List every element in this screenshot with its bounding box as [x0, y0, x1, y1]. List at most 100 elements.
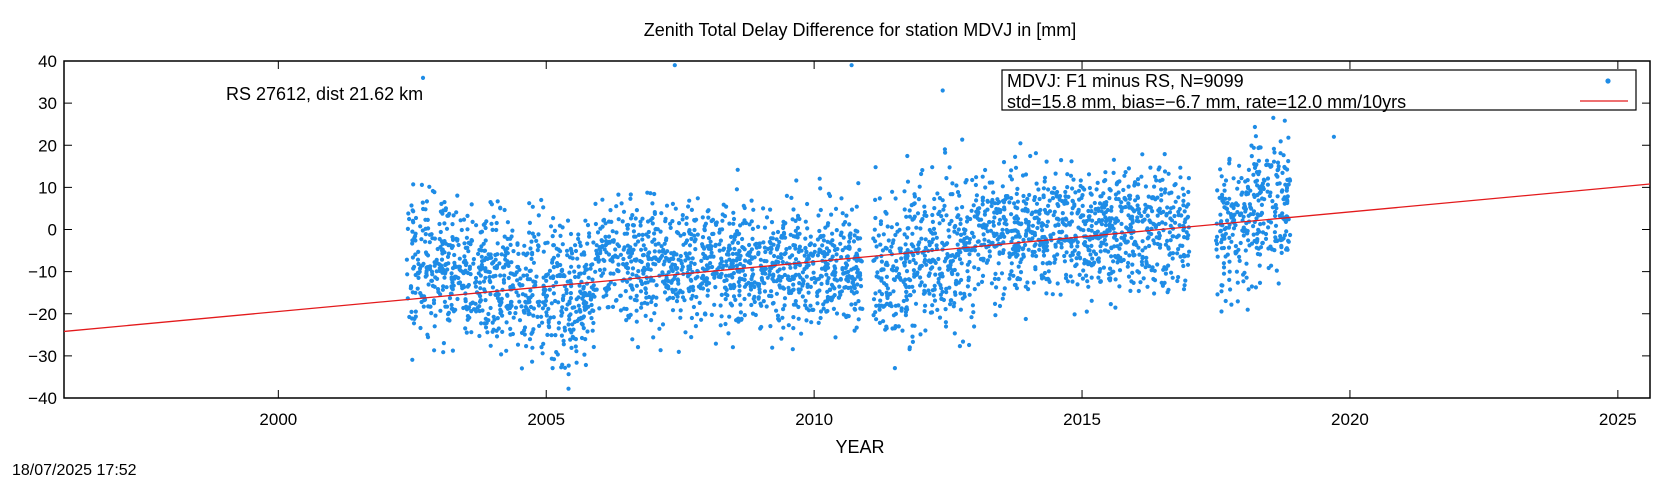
- data-point: [573, 344, 578, 349]
- y-tick-label: 40: [38, 52, 57, 71]
- data-point: [716, 274, 721, 279]
- data-point: [747, 253, 752, 258]
- data-point: [774, 279, 779, 284]
- data-point: [818, 248, 823, 253]
- data-point: [1114, 237, 1119, 243]
- data-point: [453, 307, 458, 312]
- data-point: [577, 317, 582, 322]
- data-point: [580, 296, 585, 301]
- data-point: [664, 276, 669, 281]
- data-point: [1050, 292, 1055, 297]
- data-point: [1066, 194, 1071, 199]
- data-point: [1009, 269, 1014, 274]
- data-point: [937, 315, 943, 320]
- data-point: [1078, 227, 1083, 232]
- data-point: [859, 259, 864, 264]
- data-point: [1140, 262, 1145, 267]
- data-point: [1096, 256, 1101, 261]
- data-point: [1123, 250, 1128, 255]
- data-point: [747, 242, 752, 248]
- data-point: [572, 269, 577, 274]
- data-point: [911, 253, 916, 258]
- data-point: [739, 317, 744, 322]
- data-point: [1239, 176, 1244, 181]
- data-point: [641, 243, 646, 248]
- data-point: [456, 242, 461, 248]
- data-point: [969, 248, 974, 253]
- data-point: [666, 270, 671, 275]
- data-point: [1228, 212, 1234, 217]
- data-point: [442, 275, 447, 280]
- data-point: [884, 283, 889, 288]
- data-point: [1166, 263, 1171, 268]
- data-point: [798, 287, 803, 292]
- data-point: [1272, 150, 1277, 155]
- data-point: [1007, 200, 1012, 205]
- data-point: [441, 350, 446, 355]
- data-point: [832, 243, 837, 249]
- data-point: [447, 296, 453, 301]
- data-point: [447, 211, 452, 216]
- data-point: [531, 313, 536, 318]
- data-point: [689, 315, 695, 321]
- data-point: [646, 229, 651, 235]
- data-point: [1008, 174, 1013, 179]
- data-point: [674, 299, 680, 304]
- data-point: [823, 225, 828, 230]
- data-point: [450, 237, 456, 242]
- data-point: [530, 359, 535, 364]
- data-point: [424, 251, 429, 257]
- data-point: [1040, 228, 1045, 233]
- data-point: [761, 299, 766, 304]
- data-point: [1015, 276, 1021, 281]
- data-point: [1063, 276, 1069, 281]
- data-point: [682, 232, 687, 237]
- data-point: [663, 238, 669, 243]
- data-point: [735, 256, 740, 261]
- data-point: [1165, 205, 1170, 210]
- data-point: [858, 277, 863, 282]
- data-point: [652, 211, 658, 216]
- data-point: [673, 287, 678, 292]
- data-point: [607, 240, 612, 245]
- data-point: [630, 223, 636, 228]
- data-point: [1126, 166, 1131, 171]
- data-point: [756, 252, 761, 257]
- data-point: [967, 252, 972, 257]
- data-point: [458, 218, 463, 223]
- data-point: [505, 292, 510, 297]
- data-point: [1135, 195, 1141, 200]
- data-point: [726, 331, 731, 336]
- data-point: [625, 266, 630, 271]
- data-point: [945, 252, 950, 257]
- data-point: [942, 147, 948, 152]
- data-point: [828, 240, 833, 245]
- data-point: [910, 323, 915, 328]
- data-point: [531, 327, 536, 332]
- data-point: [749, 276, 754, 282]
- data-point: [693, 276, 698, 281]
- data-point: [600, 271, 606, 276]
- data-point: [987, 219, 992, 225]
- data-point: [826, 276, 831, 281]
- data-point: [431, 301, 437, 306]
- data-point: [905, 226, 910, 231]
- data-point: [930, 258, 936, 263]
- data-point: [853, 307, 858, 312]
- data-point: [1099, 222, 1104, 227]
- data-point: [477, 247, 482, 252]
- data-point: [1275, 168, 1280, 173]
- data-point: [693, 324, 699, 329]
- data-point: [618, 252, 624, 257]
- data-point: [833, 266, 838, 271]
- data-point: [671, 256, 676, 261]
- data-point: [651, 335, 656, 340]
- data-point: [564, 290, 569, 296]
- data-point: [910, 231, 915, 236]
- data-point: [1105, 229, 1110, 234]
- data-point: [1286, 135, 1291, 140]
- data-point: [1018, 141, 1023, 146]
- data-point: [738, 302, 743, 307]
- data-point: [721, 202, 726, 207]
- data-point: [793, 272, 799, 277]
